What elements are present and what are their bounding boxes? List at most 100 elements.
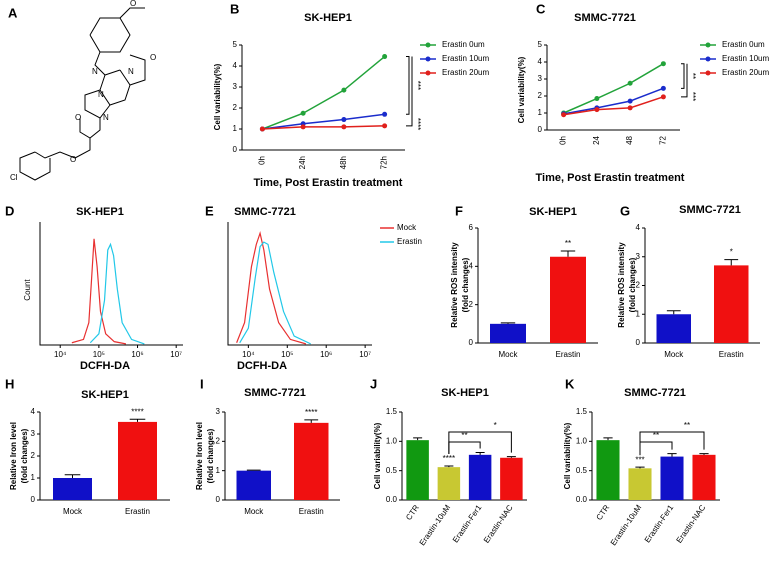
atom: O	[75, 113, 81, 122]
error-bar	[304, 419, 319, 423]
legend-label: Erastin 10um	[722, 54, 769, 63]
point	[594, 107, 600, 113]
atom: N	[103, 113, 109, 122]
bar	[490, 323, 526, 343]
chart-title: SK-HEP1	[81, 389, 129, 401]
chart-title: SK-HEP1	[441, 387, 489, 399]
legend-label: Erastin 20um	[722, 68, 769, 77]
chart: SMMC-7721 0 1 2 3 4 5 0h 24 48 72 Time, Post Erasti…	[517, 12, 769, 184]
chart-title: SK-HEP1	[76, 206, 124, 218]
x-axis-label: DCFH-DA	[237, 360, 287, 372]
chart: SMMC-7721 0 1 2 3 4 Mock Erastin Relative ROS in…	[617, 204, 760, 359]
annotation: ***	[413, 81, 422, 90]
chart: SK-HEP1 0 1 2 3 4 5 0h 24h 48h 72h Time, Post Erast…	[213, 12, 489, 189]
x-tick-label: 72	[658, 135, 667, 144]
atom: O	[70, 155, 76, 164]
series-line	[262, 125, 385, 130]
y-tick-label: 2	[538, 91, 543, 100]
error-bar	[129, 418, 146, 422]
y-tick-label: 0	[469, 338, 474, 347]
bar	[714, 265, 749, 343]
error-bar	[444, 465, 454, 468]
panel-letter: I	[200, 376, 204, 391]
bar	[118, 421, 157, 500]
y-tick-label: 1.0	[386, 436, 398, 445]
bar	[692, 454, 716, 500]
y-tick-label: 0	[636, 338, 641, 347]
point	[341, 87, 347, 93]
y-tick-label: 4	[469, 261, 474, 270]
y-axis-label: Count	[23, 279, 32, 301]
y-tick-label: 1.5	[386, 407, 398, 416]
x-axis-label: Time, Post Erastin treatment	[254, 177, 403, 189]
y-axis-label: Cell variability(%)	[373, 422, 382, 489]
annotation: ****	[443, 454, 455, 463]
x-tick-label: Erastin-Fer1	[643, 503, 676, 545]
x-tick-label: Mock	[664, 350, 684, 359]
panel-letter: A	[8, 5, 18, 20]
x-axis-label: Time, Post Erastin treatment	[536, 172, 685, 184]
annotation: ****	[131, 407, 143, 416]
bar	[656, 314, 691, 343]
bar	[500, 457, 523, 500]
chart: SMMC-7721 0 1 2 3 Mock Erastin Relative Iron le…	[195, 387, 340, 516]
x-tick-label: 10⁷	[170, 350, 182, 359]
x-tick-label: 72h	[380, 156, 389, 169]
point	[660, 85, 666, 91]
x-tick-label: Erastin	[719, 350, 744, 359]
y-axis-label: Relative Iron level	[195, 422, 204, 490]
annotation: **	[461, 431, 467, 440]
legend-label: Erastin	[397, 237, 422, 246]
point	[660, 94, 666, 100]
point	[341, 117, 347, 123]
y-tick-label: 5	[233, 40, 238, 49]
point	[627, 98, 633, 104]
y-tick-label: 3	[636, 252, 641, 261]
x-tick-label: Erastin	[125, 507, 150, 516]
x-axis-label: DCFH-DA	[80, 360, 130, 372]
significance-bracket	[448, 441, 481, 454]
significance-bracket	[406, 56, 413, 127]
chemical-structure	[19, 7, 146, 181]
y-axis-label: (fold changes)	[20, 428, 29, 483]
annotation: **	[688, 73, 697, 79]
legend-label: Erastin 20um	[442, 68, 489, 77]
x-tick-label: 10⁴	[242, 350, 255, 359]
panel-letter: J	[370, 376, 377, 391]
annotation: *	[494, 421, 497, 430]
y-tick-label: 1.0	[576, 436, 588, 445]
significance-bracket	[639, 431, 705, 456]
legend-label: Mock	[397, 223, 417, 232]
y-tick-label: 1	[636, 309, 641, 318]
y-axis-label: (fold changes)	[206, 428, 215, 483]
error-bar	[635, 466, 645, 469]
y-axis-label: (fold changes)	[461, 257, 470, 312]
chart: SK-HEP1 0 2 4 6 Mock Erastin Relative ROS inten…	[450, 206, 598, 359]
point	[382, 54, 388, 60]
error-bar	[500, 322, 516, 324]
chart-title: SK-HEP1	[304, 12, 352, 24]
y-tick-label: 4	[31, 407, 36, 416]
y-tick-label: 0	[31, 495, 36, 504]
y-tick-label: 4	[538, 57, 543, 66]
chart: SK-HEP1 0 1 2 3 4 Mock Erastin Relative Iron lev…	[9, 389, 170, 516]
y-tick-label: 1	[233, 124, 238, 133]
point	[627, 105, 633, 111]
series-line	[262, 113, 385, 130]
x-tick-label: 0h	[559, 136, 568, 145]
y-tick-label: 2	[469, 300, 474, 309]
chart: SK-HEP10.00.51.01.5CTRErastin-10uMErasti…	[373, 387, 527, 547]
x-tick-label: 10⁶	[131, 350, 143, 359]
significance-bracket	[681, 63, 688, 98]
error-bar	[475, 451, 485, 455]
atom: O	[150, 53, 156, 62]
x-tick-label: Erastin-10uM	[609, 503, 644, 547]
legend-label: Erastin 0um	[722, 40, 765, 49]
y-tick-label: 0	[538, 125, 543, 134]
error-bar	[666, 310, 681, 315]
error-bar	[506, 456, 516, 458]
atom: O	[130, 0, 136, 8]
point	[341, 124, 347, 130]
panel-letter: K	[565, 376, 575, 391]
